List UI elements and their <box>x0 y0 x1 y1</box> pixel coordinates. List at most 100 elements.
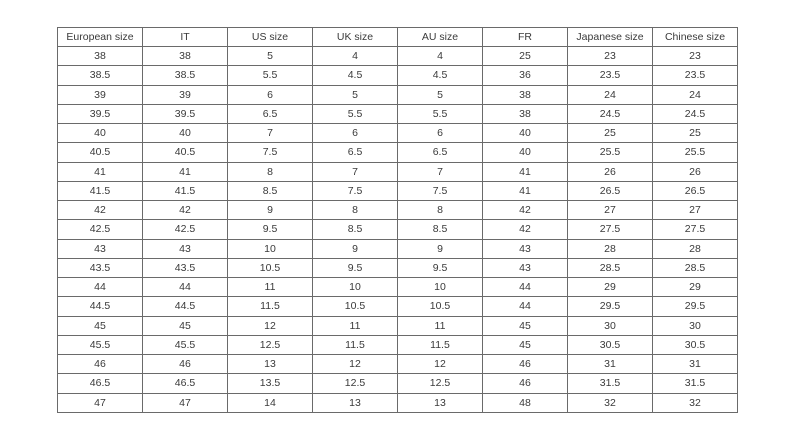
table-cell: 23.5 <box>652 65 738 86</box>
table-cell: 41 <box>482 161 568 182</box>
table-cell: 23 <box>567 45 653 67</box>
table-cell: 38 <box>57 45 143 67</box>
table-cell: 38 <box>482 84 568 105</box>
table-row: 45 45 12 11 11 45 30 30 <box>57 315 738 336</box>
table-cell: 45 <box>482 334 568 356</box>
table-cell: 24.5 <box>567 103 653 125</box>
table-row: 45.5 45.5 12.5 11.5 11.5 45 30.5 30.5 <box>57 334 738 356</box>
table-cell: 40 <box>482 122 568 144</box>
table-cell: 8 <box>227 161 313 182</box>
table-cell: 44 <box>57 276 143 298</box>
table-cell: 45 <box>57 315 143 336</box>
table-cell: 12 <box>397 353 483 375</box>
table-cell: 8.5 <box>312 219 398 240</box>
table-cell: 29 <box>567 276 653 298</box>
table-cell: 28.5 <box>652 257 738 279</box>
table-cell: 40 <box>482 142 568 163</box>
table-cell: 11.5 <box>397 334 483 356</box>
table-cell: 28 <box>652 238 738 259</box>
header-cell: US size <box>227 27 313 47</box>
table-cell: 26 <box>652 161 738 182</box>
table-row: 46 46 13 12 12 46 31 31 <box>57 353 738 375</box>
table-cell: 41 <box>142 161 228 182</box>
table-cell: 12.5 <box>397 373 483 394</box>
table-cell: 10 <box>397 276 483 298</box>
table-cell: 25 <box>482 45 568 67</box>
table-cell: 25 <box>567 122 653 144</box>
table-cell: 45 <box>482 315 568 336</box>
table-cell: 6 <box>397 122 483 144</box>
table-header: European size IT US size UK size AU size FR Ja… <box>57 27 738 47</box>
table-cell: 7 <box>227 122 313 144</box>
table-cell: 42.5 <box>57 219 143 240</box>
table-row: 41 41 8 7 7 41 26 26 <box>57 161 738 182</box>
table-row: 38 38 5 4 4 25 23 23 <box>57 45 738 67</box>
table-cell: 6.5 <box>227 103 313 125</box>
table-cell: 8 <box>312 199 398 221</box>
table-cell: 26.5 <box>652 180 738 202</box>
table-cell: 12.5 <box>312 373 398 394</box>
table-cell: 31.5 <box>567 373 653 394</box>
table-cell: 39 <box>142 84 228 105</box>
header-cell: IT <box>142 27 228 47</box>
table-cell: 39 <box>57 84 143 105</box>
table-cell: 44 <box>482 276 568 298</box>
table-row: 39 39 6 5 5 38 24 24 <box>57 84 738 105</box>
table-cell: 38.5 <box>142 65 228 86</box>
table-cell: 41.5 <box>142 180 228 202</box>
table-cell: 9.5 <box>397 257 483 279</box>
table-cell: 43 <box>142 238 228 259</box>
table-cell: 43 <box>57 238 143 259</box>
table-cell: 40 <box>142 122 228 144</box>
table-cell: 42 <box>482 219 568 240</box>
table-cell: 43.5 <box>142 257 228 279</box>
table-row: 46.5 46.5 13.5 12.5 12.5 46 31.5 31.5 <box>57 373 738 394</box>
table-cell: 12 <box>312 353 398 375</box>
header-cell: UK size <box>312 27 398 47</box>
table-cell: 11.5 <box>227 296 313 317</box>
table-header-row: European size IT US size UK size AU size FR Ja… <box>57 27 738 47</box>
table-cell: 9 <box>397 238 483 259</box>
table-cell: 39.5 <box>142 103 228 125</box>
table-row: 40.5 40.5 7.5 6.5 6.5 40 25.5 25.5 <box>57 142 738 163</box>
table-cell: 5.5 <box>397 103 483 125</box>
table-cell: 44.5 <box>142 296 228 317</box>
table-cell: 10 <box>312 276 398 298</box>
table-cell: 36 <box>482 65 568 86</box>
table-cell: 44.5 <box>57 296 143 317</box>
table-cell: 12 <box>227 315 313 336</box>
table-cell: 11.5 <box>312 334 398 356</box>
table-cell: 4.5 <box>397 65 483 86</box>
table-cell: 39.5 <box>57 103 143 125</box>
table-cell: 26.5 <box>567 180 653 202</box>
table-cell: 41.5 <box>57 180 143 202</box>
table-cell: 6 <box>312 122 398 144</box>
table-cell: 46 <box>482 373 568 394</box>
table-cell: 10 <box>227 238 313 259</box>
table-body: 38 38 5 4 4 25 23 23 38.5 38.5 5.5 4.5 4.5 36 23.5 23.5… <box>57 45 738 413</box>
table-cell: 27.5 <box>567 219 653 240</box>
table-cell: 13.5 <box>227 373 313 394</box>
table-cell: 9 <box>227 199 313 221</box>
table-cell: 11 <box>312 315 398 336</box>
table-cell: 44 <box>482 296 568 317</box>
table-cell: 25 <box>652 122 738 144</box>
table-cell: 46.5 <box>57 373 143 394</box>
table-cell: 4.5 <box>312 65 398 86</box>
table-cell: 7.5 <box>397 180 483 202</box>
table-cell: 7.5 <box>227 142 313 163</box>
table-row: 41.5 41.5 8.5 7.5 7.5 41 26.5 26.5 <box>57 180 738 202</box>
table-cell: 42 <box>57 199 143 221</box>
table-cell: 42 <box>142 199 228 221</box>
header-cell: FR <box>482 27 568 47</box>
table-cell: 31 <box>652 353 738 375</box>
header-cell: Chinese size <box>652 27 738 47</box>
table-cell: 10.5 <box>397 296 483 317</box>
table-cell: 14 <box>227 392 313 413</box>
header-cell: European size <box>57 27 143 47</box>
table-cell: 26 <box>567 161 653 182</box>
table-cell: 23.5 <box>567 65 653 86</box>
table-cell: 29 <box>652 276 738 298</box>
table-cell: 6 <box>227 84 313 105</box>
table-cell: 5.5 <box>227 65 313 86</box>
